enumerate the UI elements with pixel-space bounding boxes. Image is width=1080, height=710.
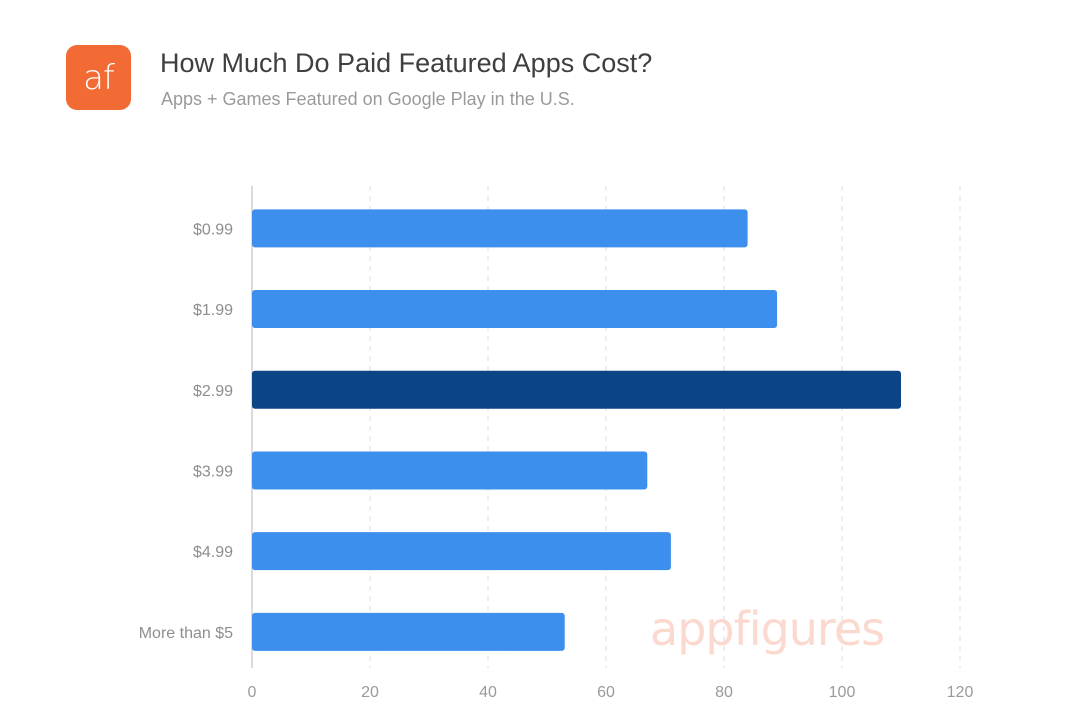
grid-lines	[251, 186, 961, 668]
category-label: $3.99	[193, 463, 233, 480]
bar-$2.99	[252, 370, 901, 409]
category-label: $4.99	[193, 544, 233, 561]
x-tick-label: 20	[361, 684, 379, 701]
x-tick-label: 100	[829, 684, 856, 701]
appfigures-watermark: appfigures	[650, 602, 884, 656]
bar-$1.99	[252, 290, 778, 329]
category-label: $1.99	[193, 302, 233, 319]
x-tick-label: 80	[715, 684, 733, 701]
x-tick-label: 60	[597, 684, 615, 701]
bar-More than $5	[252, 612, 565, 651]
bar-$0.99	[252, 209, 748, 248]
chart-subtitle: Apps + Games Featured on Google Play in …	[161, 89, 575, 109]
appfigures-logo: af	[66, 45, 131, 110]
category-labels: $0.99 $1.99 $2.99 $3.99 $4.99 More than $5	[139, 221, 233, 641]
bar-$4.99	[252, 532, 671, 571]
category-label: $2.99	[193, 383, 233, 400]
x-tick-label: 120	[947, 684, 974, 701]
x-axis-ticks: 0 20 40 60 80 100 120	[248, 684, 974, 701]
x-tick-label: 0	[248, 684, 257, 701]
category-label: More than $5	[139, 625, 233, 642]
chart-title: How Much Do Paid Featured Apps Cost?	[160, 48, 653, 78]
bars	[252, 209, 901, 651]
x-tick-label: 40	[479, 684, 497, 701]
bar-$3.99	[252, 451, 648, 490]
category-label: $0.99	[193, 221, 233, 238]
